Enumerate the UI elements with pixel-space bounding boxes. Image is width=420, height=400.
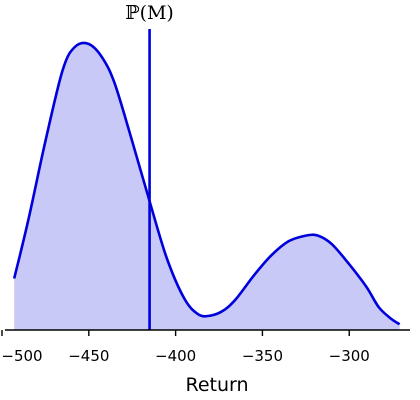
marker-label: ℙ(M) [125, 2, 174, 24]
x-tick-label: −450 [68, 347, 109, 365]
x-tick-label: −350 [242, 347, 283, 365]
x-tick-label: −400 [155, 347, 196, 365]
density-curve [12, 41, 401, 326]
x-axis-label: Return [185, 374, 248, 396]
x-tick-label: −500 [1, 347, 42, 365]
density-area [14, 42, 400, 331]
x-tick-label: −300 [329, 347, 370, 365]
x-ticks: −500 −450 −400 −350 −300 [1, 330, 370, 365]
